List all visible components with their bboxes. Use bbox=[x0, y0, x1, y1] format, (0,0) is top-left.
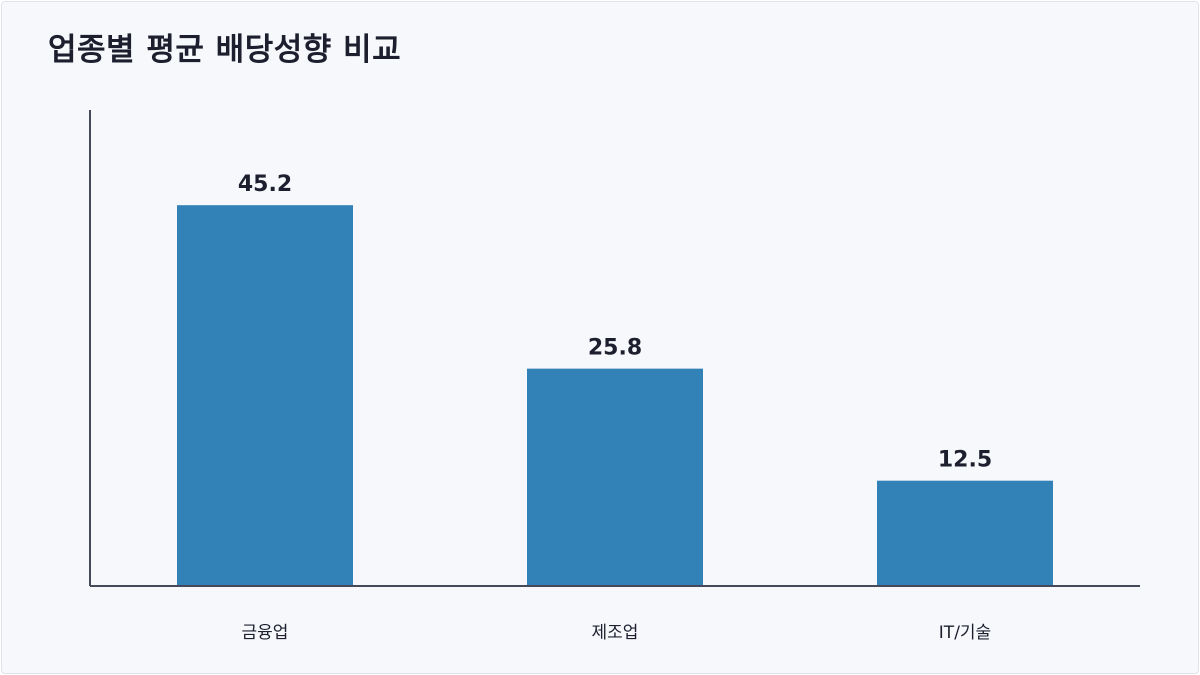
bar-2 bbox=[527, 368, 703, 586]
bar-3 bbox=[877, 480, 1053, 586]
data-label-3: 12.5 bbox=[938, 448, 992, 473]
chart-title: 업종별 평균 배당성향 비교 bbox=[48, 32, 402, 68]
data-label-1: 45.2 bbox=[238, 172, 292, 197]
x-tick-label-2: 제조업 bbox=[592, 623, 639, 643]
x-tick-label-3: IT/기술 bbox=[939, 623, 991, 643]
x-tick-label-1: 금융업 bbox=[242, 623, 289, 643]
data-label-2: 25.8 bbox=[588, 336, 642, 361]
bar-1 bbox=[177, 205, 353, 586]
